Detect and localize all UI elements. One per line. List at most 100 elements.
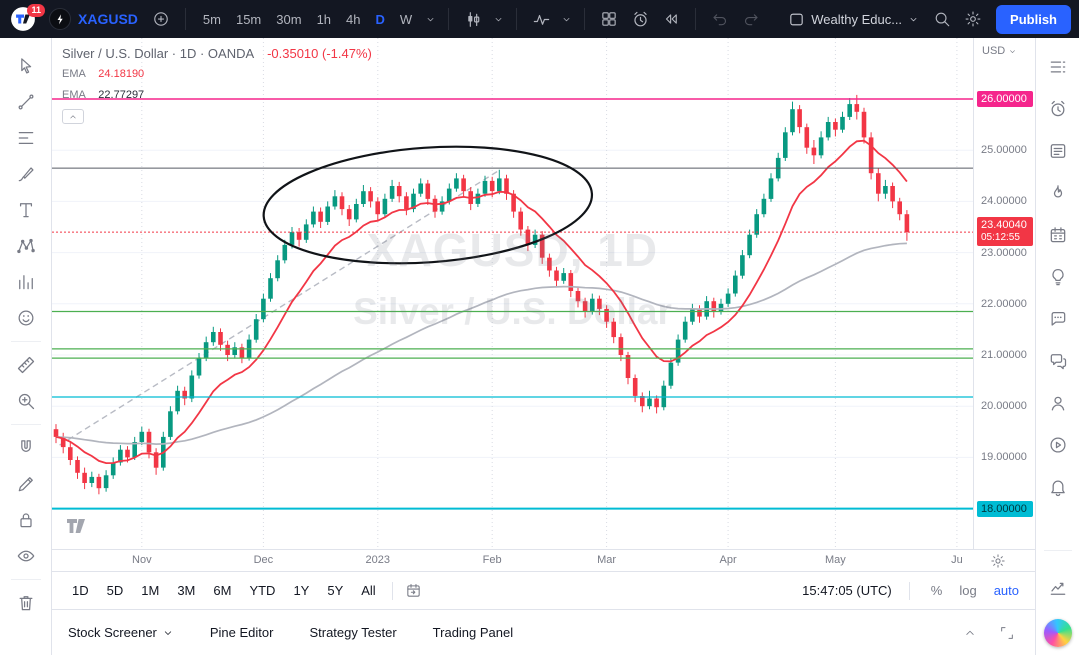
range-1y-button[interactable]: 1Y <box>285 579 317 602</box>
drawing-toolbar <box>0 38 52 655</box>
time-label-nov: Nov <box>132 554 152 566</box>
range-1d-button[interactable]: 1D <box>64 579 97 602</box>
panel-collapse-button[interactable] <box>959 621 981 645</box>
bottom-panel: Stock Screener Pine Editor Strategy Tester… <box>52 609 1035 655</box>
tab-strategy-tester[interactable]: Strategy Tester <box>309 625 397 640</box>
emoji-tool[interactable] <box>8 300 44 336</box>
forecast-tool[interactable] <box>8 264 44 300</box>
clock[interactable]: 15:47:05 (UTC) <box>802 583 892 598</box>
zoom-tool[interactable] <box>8 383 44 419</box>
log-scale-button[interactable]: log <box>955 581 980 600</box>
timeframe-1h-button[interactable]: 1h <box>310 7 338 32</box>
chart-style-dropdown-button[interactable] <box>490 5 506 33</box>
ideas-button[interactable] <box>1040 256 1076 298</box>
chat-icon <box>1051 311 1065 326</box>
price-chart-canvas[interactable] <box>52 38 973 549</box>
magnet-tool[interactable] <box>8 430 44 466</box>
range-5y-button[interactable]: 5Y <box>319 579 351 602</box>
eye-tool[interactable] <box>8 538 44 574</box>
toolbar-divider <box>516 8 518 30</box>
search-button[interactable] <box>928 5 956 33</box>
tradingview-logo-button[interactable]: 11 <box>8 4 45 32</box>
timeframes-dropdown-button[interactable] <box>422 5 438 33</box>
notifications-button[interactable] <box>1040 466 1076 508</box>
time-axis[interactable]: Nov Dec 2023 Feb Mar Apr May Ju <box>52 549 1035 571</box>
publish-button[interactable]: Publish <box>996 4 1071 34</box>
layout-grid-icon <box>602 12 616 26</box>
settings-button[interactable] <box>959 5 987 33</box>
ruler-tool[interactable] <box>8 347 44 383</box>
tab-pine-editor[interactable]: Pine Editor <box>209 625 274 640</box>
cursor-tool[interactable] <box>8 48 44 84</box>
chevron-down-icon <box>427 17 434 21</box>
range-ytd-button[interactable]: YTD <box>241 579 283 602</box>
last-price-badge: 23.40040 05:12:55 <box>977 217 1033 247</box>
timeframe-5m-button[interactable]: 5m <box>196 7 228 32</box>
undo-button[interactable] <box>706 5 734 33</box>
timeframe-30m-button[interactable]: 30m <box>269 7 308 32</box>
timeframe-15m-button[interactable]: 15m <box>229 7 268 32</box>
range-6m-button[interactable]: 6M <box>205 579 239 602</box>
indicators-button[interactable] <box>527 5 555 33</box>
alerts-button[interactable] <box>1040 88 1076 130</box>
streams-button[interactable] <box>1040 382 1076 424</box>
lock-icon <box>19 513 32 528</box>
forecast-icon <box>18 275 33 290</box>
time-label-feb: Feb <box>482 554 502 566</box>
xabcd-pattern-tool[interactable] <box>8 228 44 264</box>
panel-fullscreen-button[interactable] <box>995 621 1019 645</box>
add-symbol-button[interactable] <box>147 5 175 33</box>
price-scale[interactable]: USD 26.00000 25.00000 24.00000 23.00000 22.0… <box>973 38 1035 549</box>
chevron-down-icon <box>563 17 570 21</box>
range-toolbar: 1D 5D 1M 3M 6M YTD 1Y 5Y All 15:47:05 (UTC) % lo… <box>52 571 1035 609</box>
gear-icon <box>965 11 981 27</box>
layout-templates-button[interactable] <box>595 5 623 33</box>
text-icon <box>19 203 32 218</box>
messages-button[interactable] <box>1040 340 1076 382</box>
tab-stock-screener[interactable]: Stock Screener <box>68 625 174 640</box>
create-alert-button[interactable] <box>626 5 654 33</box>
chart-area[interactable]: XAGUSD, 1D Silver / U.S. Dollar Silver /… <box>52 38 1035 571</box>
trend-line-tool[interactable] <box>8 84 44 120</box>
chart-arrow-button[interactable] <box>1040 567 1076 609</box>
replay-icon <box>666 14 677 24</box>
save-layout-button[interactable]: Wealthy Educ... <box>782 7 925 32</box>
redo-button[interactable] <box>737 5 765 33</box>
timeframe-4h-button[interactable]: 4h <box>339 7 367 32</box>
fib-retracement-tool[interactable] <box>8 120 44 156</box>
legend-collapse-button[interactable] <box>62 109 84 124</box>
trash-tool[interactable] <box>8 585 44 621</box>
economic-calendar-button[interactable] <box>1040 214 1076 256</box>
brush-tool[interactable] <box>8 156 44 192</box>
auto-scale-button[interactable]: auto <box>990 581 1023 600</box>
range-all-button[interactable]: All <box>353 579 383 602</box>
lock-tool[interactable] <box>8 502 44 538</box>
time-label-may: May <box>824 554 846 566</box>
ai-assistant-button[interactable] <box>1043 619 1072 647</box>
range-3m-button[interactable]: 3M <box>169 579 203 602</box>
range-1m-button[interactable]: 1M <box>133 579 167 602</box>
chart-style-button[interactable] <box>459 5 487 33</box>
symbol-search-button[interactable]: XAGUSD <box>43 4 144 34</box>
tab-trading-panel[interactable]: Trading Panel <box>432 625 514 640</box>
news-button[interactable] <box>1040 130 1076 172</box>
timeframe-d-button[interactable]: D <box>369 7 392 32</box>
watchlist-button[interactable] <box>1040 46 1076 88</box>
edit-tool[interactable] <box>8 466 44 502</box>
chat-button[interactable] <box>1040 298 1076 340</box>
indicators-dropdown-button[interactable] <box>558 5 574 33</box>
currency-dropdown[interactable]: USD <box>982 45 1017 57</box>
top-toolbar: 11 XAGUSD 5m 15m 30m 1h 4h D W Wealthy Educ... <box>0 0 1079 38</box>
hotlists-button[interactable] <box>1040 172 1076 214</box>
bar-replay-button[interactable] <box>657 5 685 33</box>
timezone-settings-button[interactable] <box>989 552 1007 570</box>
timeframe-w-button[interactable]: W <box>393 7 419 32</box>
videos-button[interactable] <box>1040 424 1076 466</box>
alerts-icon <box>1051 100 1064 117</box>
percent-scale-button[interactable]: % <box>927 581 947 600</box>
goto-date-button[interactable] <box>401 578 426 603</box>
range-5d-button[interactable]: 5D <box>99 579 132 602</box>
chart-arrow-icon <box>1050 582 1065 595</box>
text-tool[interactable] <box>8 192 44 228</box>
chevron-up-icon <box>70 114 76 118</box>
